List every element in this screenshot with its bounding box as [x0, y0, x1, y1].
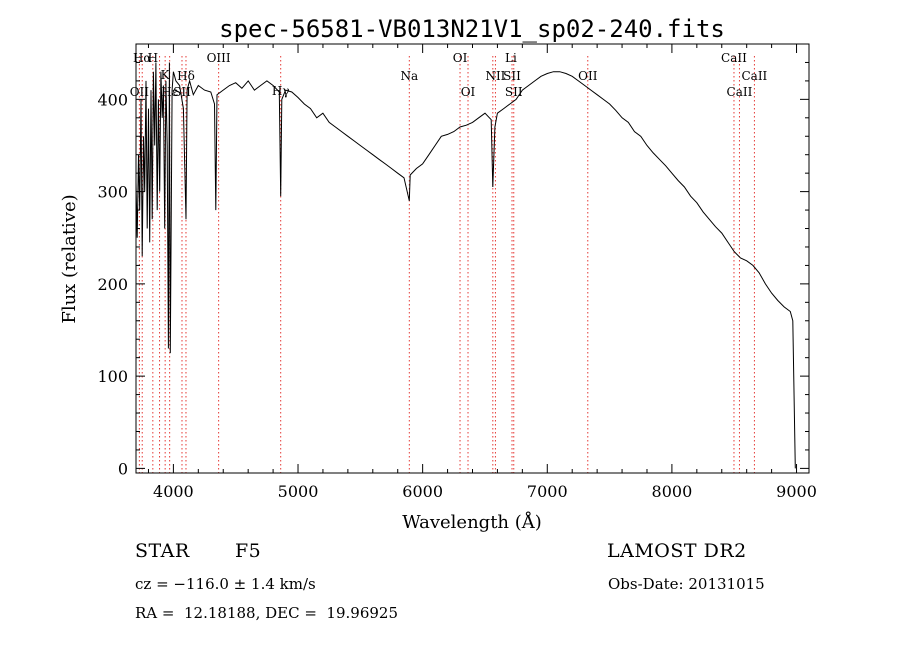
line-marker-label: Hα [133, 51, 152, 65]
line-marker-label: SII [505, 85, 523, 99]
line-marker-label: Hγ [272, 84, 290, 98]
line-marker-label: OI [461, 85, 476, 99]
line-marker-label: OII [578, 69, 598, 83]
x-tick-label: 5000 [278, 482, 319, 501]
y-axis-ticks: 0 100 200 300 400 [97, 61, 809, 478]
y-tick-label: 300 [97, 183, 128, 202]
x-axis-ticks: 4000 5000 6000 7000 8000 9000 [147, 44, 817, 501]
plot-frame [135, 43, 810, 474]
spectral-subclass: F5 [235, 540, 262, 562]
survey-name: LAMOST DR2 [607, 540, 747, 562]
x-tick-label: 7000 [527, 482, 568, 501]
observation-date: Obs-Date: 20131015 [608, 575, 765, 593]
line-marker-label: Li [505, 51, 517, 65]
x-tick-label: 8000 [652, 482, 693, 501]
object-type: STAR [135, 540, 190, 562]
line-marker-label: H [148, 51, 158, 65]
y-tick-label: 0 [118, 459, 128, 478]
spectral-line-markers [138, 56, 755, 473]
y-tick-label: 100 [97, 367, 128, 386]
line-marker-label: CaII [741, 69, 767, 83]
line-marker-label: NII [485, 69, 505, 83]
line-marker-label: Na [400, 69, 418, 83]
line-marker-label: CaII [721, 51, 747, 65]
x-tick-label: 6000 [402, 482, 443, 501]
x-tick-label: 4000 [153, 482, 194, 501]
line-marker-label: Hδ [177, 69, 195, 83]
spectrum-series-line [135, 62, 796, 469]
spectrum-chart: spec-56581-VB013N21V1_sp02-240.fits HαHK… [59, 15, 817, 533]
x-axis-label: Wavelength (Å) [402, 511, 542, 533]
y-axis-label: Flux (relative) [59, 194, 80, 323]
line-marker-label: CaII [727, 85, 753, 99]
line-marker-label: SII [503, 69, 521, 83]
line-marker-label: OII [130, 85, 150, 99]
ra-dec-coordinates: RA = 12.18188, DEC = 19.96925 [135, 604, 399, 622]
y-tick-label: 200 [97, 275, 128, 294]
y-tick-label: 400 [97, 90, 128, 109]
line-marker-label: OIII [207, 51, 231, 65]
line-marker-label: OI [453, 51, 468, 65]
redshift-cz: cz = −116.0 ± 1.4 km/s [135, 575, 316, 593]
x-tick-label: 9000 [776, 482, 817, 501]
chart-title: spec-56581-VB013N21V1_sp02-240.fits [219, 15, 725, 43]
line-marker-label: K [161, 68, 171, 82]
